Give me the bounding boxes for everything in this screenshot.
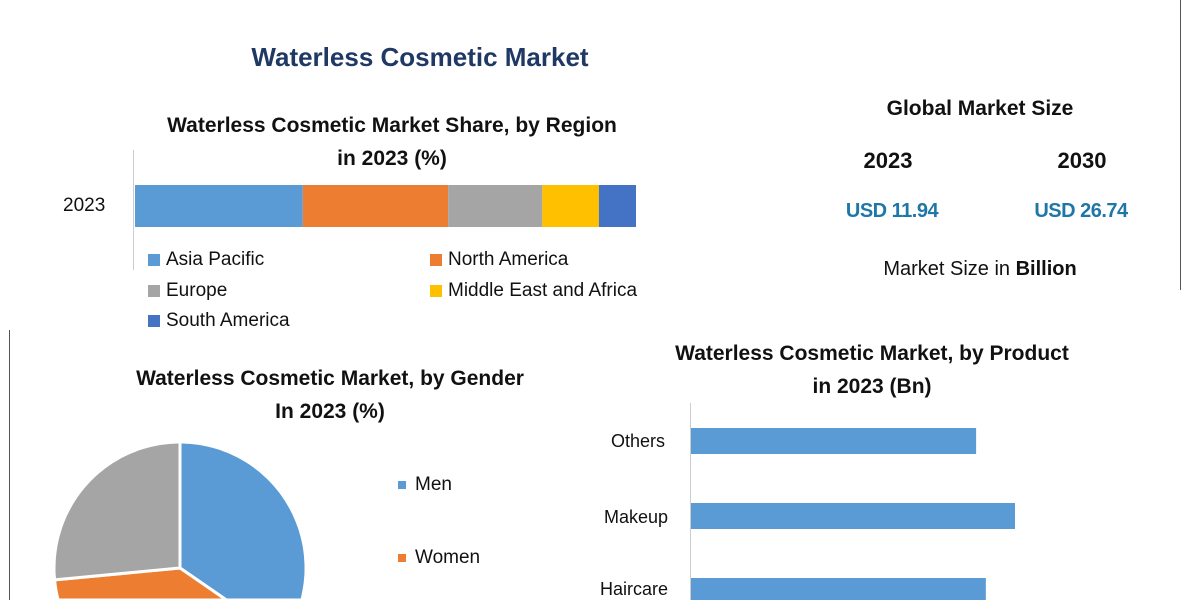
product-bar-makeup [691,503,1015,529]
region-category-label: 2023 [63,195,106,216]
product-title-line1: Waterless Cosmetic Market, by Product [675,342,1069,365]
product-bar-haircare [691,578,986,600]
pie-slice-other [52,440,182,582]
unit-prefix: Market Size in [883,258,1016,280]
legend-men: Men [398,474,452,496]
legend-label: South America [166,310,290,331]
region-chart-title: Waterless Cosmetic Market Share, by Regi… [167,109,617,175]
region-segment-europe [448,185,543,227]
gender-title-line1: Waterless Cosmetic Market, by Gender [136,367,524,390]
legend-north-america: North America [430,249,568,271]
category-label-haircare: Haircare [599,579,668,599]
unit-bold: Billion [1015,258,1077,280]
legend-label: Asia Pacific [166,249,265,270]
legend-swatch [398,554,406,562]
gender-pie [52,440,308,600]
market-size-unit: Market Size in Billion [883,258,1076,281]
gender-title-line2: In 2023 (%) [275,400,385,423]
year-2030: 2030 [1057,148,1107,173]
region-axis [133,150,134,270]
product-title-line2: in 2023 (Bn) [812,375,932,398]
region-stacked-bar [135,185,636,227]
legend-swatch [430,254,442,266]
legend-swatch [148,315,160,327]
region-segment-middle-east-and-africa [542,185,599,227]
global-market-heading: Global Market Size [886,97,1074,120]
legend-swatch [430,285,442,297]
pie-slice-men [178,440,308,600]
value-2023: USD 11.94 [845,200,939,222]
legend-label: Women [415,547,481,568]
region-title-line2: in 2023 (%) [337,147,447,170]
product-bar-others [691,428,977,454]
region-segment-asia-pacific [135,185,303,227]
category-label-makeup: Makeup [603,507,668,527]
gender-chart-title: Waterless Cosmetic Market, by Gender In … [136,362,524,428]
legend-swatch [398,481,406,489]
legend-label: Europe [166,280,228,301]
legend-label: Men [415,474,452,495]
legend-middle-east-africa: Middle East and Africa [430,280,637,302]
product-axis [690,403,691,600]
legend-south-america: South America [148,310,290,332]
value-2030: USD 26.74 [1034,200,1128,222]
region-segment-north-america [302,185,449,227]
region-segment-south-america [598,185,636,227]
page-title: Waterless Cosmetic Market [251,42,589,72]
region-title-line1: Waterless Cosmetic Market Share, by Regi… [167,114,617,137]
right-border [1180,0,1181,290]
left-border [9,330,10,600]
legend-asia-pacific: Asia Pacific [148,249,264,271]
legend-label: Middle East and Africa [448,280,638,301]
year-2023: 2023 [863,148,913,173]
legend-swatch [148,254,160,266]
category-label-others: Others [610,431,665,451]
product-chart-title: Waterless Cosmetic Market, by Product in… [675,337,1069,403]
legend-label: North America [448,249,569,270]
legend-europe: Europe [148,280,227,302]
legend-swatch [148,285,160,297]
legend-women: Women [398,547,480,569]
